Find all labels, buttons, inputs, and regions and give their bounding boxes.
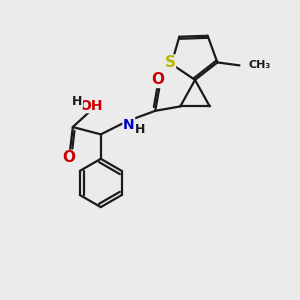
Text: O: O xyxy=(62,150,75,165)
Text: S: S xyxy=(164,55,175,70)
Text: H: H xyxy=(72,95,83,108)
Text: O: O xyxy=(152,72,165,87)
Text: H: H xyxy=(134,124,145,136)
Text: CH₃: CH₃ xyxy=(248,60,271,70)
Text: OH: OH xyxy=(79,98,103,112)
Text: N: N xyxy=(123,118,135,132)
